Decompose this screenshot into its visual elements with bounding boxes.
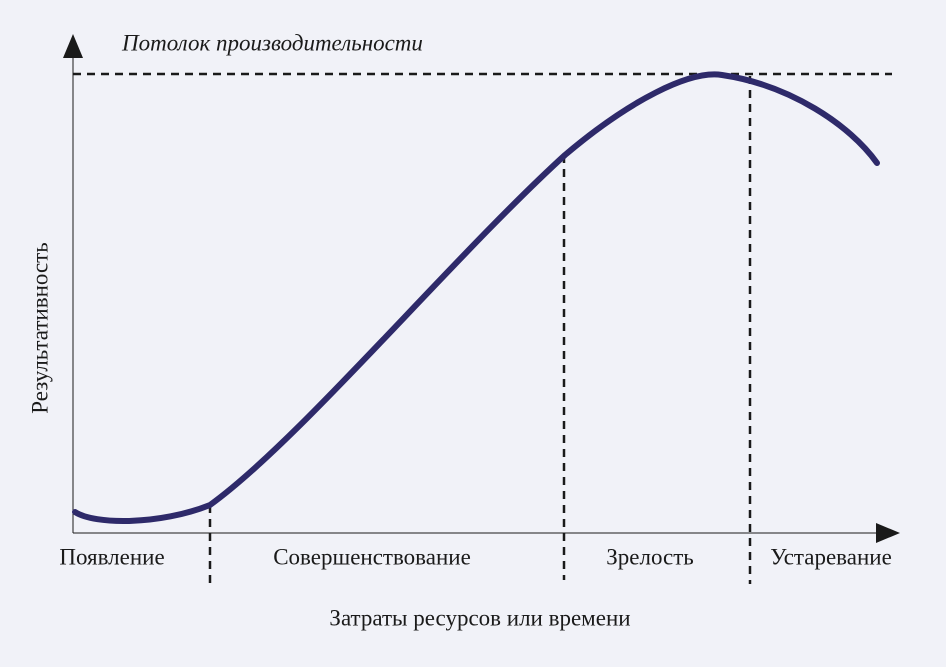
x-axis-label: Затраты ресурсов или времени	[329, 605, 630, 630]
y-axis-arrow	[63, 34, 83, 58]
stage-label: Устаревание	[770, 544, 892, 569]
ceiling-label: Потолок производительности	[121, 30, 423, 55]
stage-label: Зрелость	[606, 544, 694, 569]
stage-label: Появление	[59, 544, 164, 569]
y-axis-label: Результативность	[27, 242, 52, 413]
x-axis-arrow	[876, 523, 900, 543]
s-curve	[72, 71, 880, 524]
stage-label: Совершенствование	[273, 544, 471, 569]
